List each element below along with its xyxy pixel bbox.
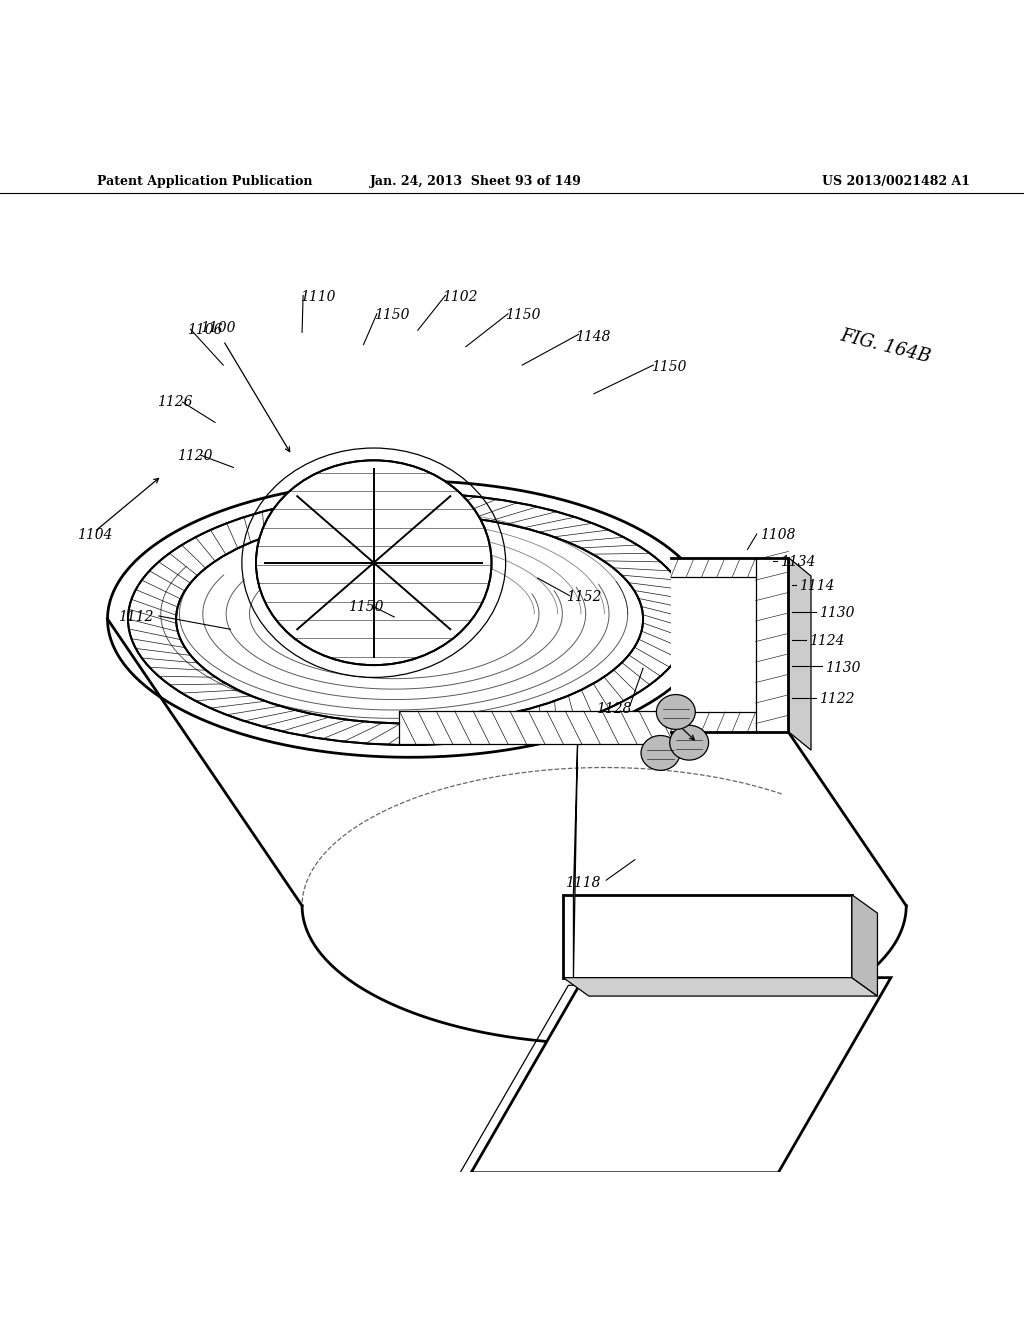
- Text: 1108: 1108: [760, 528, 796, 543]
- Polygon shape: [671, 557, 788, 731]
- Polygon shape: [108, 480, 712, 758]
- Ellipse shape: [176, 515, 643, 723]
- Polygon shape: [573, 688, 579, 978]
- Text: 1148: 1148: [575, 330, 611, 343]
- Text: 1126: 1126: [157, 395, 193, 409]
- Polygon shape: [563, 978, 878, 997]
- Text: 1150: 1150: [348, 599, 384, 614]
- Text: 1112: 1112: [118, 610, 154, 624]
- Text: US 2013/0021482 A1: US 2013/0021482 A1: [822, 174, 970, 187]
- Text: 1152: 1152: [566, 590, 602, 603]
- Polygon shape: [108, 619, 906, 1044]
- Ellipse shape: [641, 735, 680, 771]
- Text: 1104: 1104: [77, 528, 113, 543]
- Ellipse shape: [656, 694, 695, 730]
- Text: 1122: 1122: [819, 692, 855, 706]
- Text: 1100: 1100: [200, 321, 236, 335]
- Polygon shape: [471, 978, 891, 1172]
- Text: 1128: 1128: [596, 702, 632, 717]
- Text: Patent Application Publication: Patent Application Publication: [97, 174, 312, 187]
- Text: 1114: 1114: [799, 579, 835, 594]
- Text: 1150: 1150: [374, 308, 410, 322]
- Text: 1120: 1120: [177, 449, 213, 463]
- Ellipse shape: [128, 494, 691, 744]
- Ellipse shape: [256, 461, 492, 665]
- Text: Jan. 24, 2013  Sheet 93 of 149: Jan. 24, 2013 Sheet 93 of 149: [371, 174, 582, 187]
- Polygon shape: [788, 557, 811, 750]
- Polygon shape: [456, 985, 876, 1180]
- Polygon shape: [399, 711, 671, 743]
- Text: FIG. 164B: FIG. 164B: [839, 327, 933, 367]
- Text: 1150: 1150: [505, 308, 541, 322]
- Text: 1106: 1106: [187, 323, 223, 338]
- Text: 1124: 1124: [809, 634, 845, 648]
- Text: 1110: 1110: [300, 289, 336, 304]
- Text: 1150: 1150: [651, 360, 687, 375]
- Text: 1130: 1130: [819, 606, 855, 620]
- Polygon shape: [852, 895, 878, 997]
- Text: 1102: 1102: [442, 289, 478, 304]
- Polygon shape: [563, 895, 852, 978]
- Text: 1134: 1134: [780, 554, 816, 569]
- Text: 1118: 1118: [565, 876, 601, 890]
- Text: 1130: 1130: [825, 661, 861, 676]
- Ellipse shape: [670, 725, 709, 760]
